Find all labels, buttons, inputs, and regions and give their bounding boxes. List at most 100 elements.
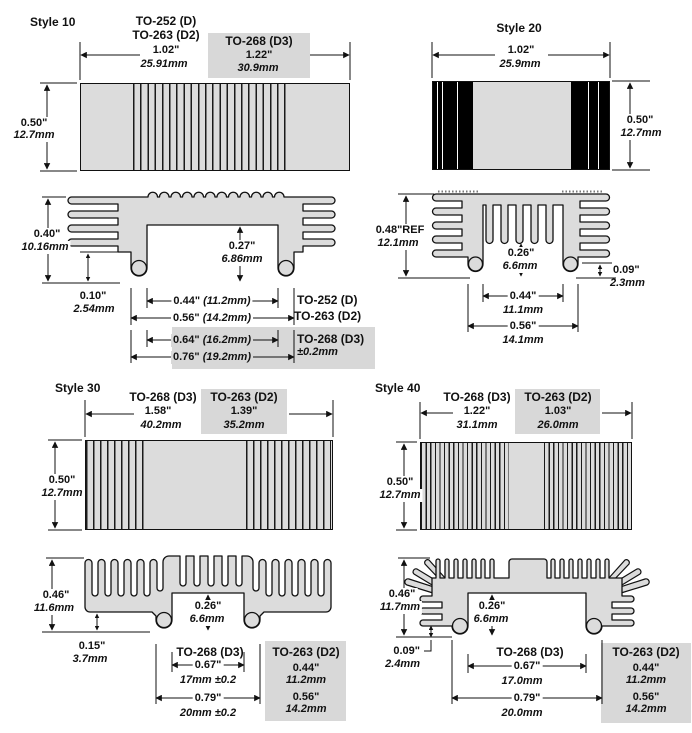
style10-width-a-mm: 25.91mm (140, 58, 188, 70)
style10-width-b-in: 1.22" (243, 49, 275, 62)
row-mm: (16.2mm) (202, 334, 251, 346)
style10-dim-row3: 0.64" (16.2mm) (171, 334, 253, 347)
style30-fin-stripes-left (86, 441, 144, 529)
mounting-foot (130, 259, 148, 277)
mounting-foot (562, 256, 579, 272)
style30-box-title: TO-263 (D2) (272, 645, 340, 659)
style20-cs-height-in: 0.48"REF (373, 224, 427, 237)
style40-title: Style 40 (375, 381, 421, 395)
style30-pkg-b: TO-263 (D2) (210, 390, 278, 404)
style20-width-mm: 25.9mm (499, 58, 541, 70)
style30-width-b-in: 1.39" (228, 405, 260, 418)
style30-cs-height-in: 0.46" (40, 589, 72, 602)
row-mm: (14.2mm) (202, 312, 251, 324)
style20-fin-band-right (571, 82, 609, 169)
style30-pkg-row-label: TO-268 (D3) (176, 645, 244, 659)
style10-lbl-to268: TO-268 (D3) (297, 332, 365, 346)
style20-cs-height-mm: 12.1mm (375, 237, 421, 250)
mounting-foot (277, 259, 295, 277)
style10-pkg-b: TO-268 (D3) (225, 34, 293, 48)
style10-dim-row4: 0.76" (19.2mm) (171, 351, 253, 364)
style30-width-b-mm: 35.2mm (223, 419, 265, 431)
style30-box-r1-in: 0.44" (292, 662, 320, 674)
style10-title: Style 10 (30, 15, 76, 29)
style10-cs-height-in: 0.40" (31, 228, 63, 241)
style30-cs-foot-in: 0.15" (78, 640, 106, 652)
corner-blade (619, 578, 650, 594)
style10-cs-height-mm: 10.16mm (19, 241, 71, 254)
style20-dim-row1-in: 0.44" (507, 290, 539, 303)
style20-dim-row2-mm: 14.1mm (502, 334, 544, 346)
style20-cs-inner-mm: 6.6mm (500, 260, 540, 273)
style30-dim-row1-mm: 17mm ±0.2 (179, 674, 237, 686)
style40-width-b-mm: 26.0mm (537, 419, 579, 431)
style40-width-a-mm: 31.1mm (456, 419, 498, 431)
style10-height-mm: 12.7mm (11, 129, 57, 142)
style20-width-in: 1.02" (505, 44, 537, 57)
style20-cs-foot-in: 0.09" (613, 264, 640, 276)
style40-top-view (420, 442, 632, 530)
style30-box-r2-mm: 14.2mm (285, 703, 327, 715)
style40-pkg-a: TO-268 (D3) (443, 390, 511, 404)
style40-pkg-row-label: TO-268 (D3) (496, 645, 564, 659)
mounting-foot (451, 617, 469, 635)
style40-dim-row1-in: 0.67" (511, 660, 543, 673)
style20-drawing (398, 42, 650, 332)
heatsink-cross-section-style10 (67, 191, 336, 277)
mounting-foot (467, 256, 484, 272)
style40-dim-row2-mm: 20.0mm (501, 707, 543, 719)
style30-box-r1-mm: 11.2mm (285, 674, 327, 686)
style20-cs-foot-mm: 2.3mm (610, 277, 645, 289)
style10-pkg-a-line2: TO-263 (D2) (132, 28, 200, 42)
style40-cs-inner-in: 0.26" (476, 600, 508, 613)
style10-dim-row1: 0.44" (11.2mm) (171, 295, 253, 308)
style20-cs-inner-in: 0.26" (505, 247, 537, 260)
style40-width-b-in: 1.03" (542, 405, 574, 418)
style10-lbl-tolerance: ±0.2mm (297, 346, 338, 358)
style30-height-in: 0.50" (46, 474, 78, 487)
style40-box-title: TO-263 (D2) (612, 645, 680, 659)
style40-drawing (396, 402, 650, 704)
mounting-foot (585, 617, 603, 635)
style10-cs-inner-mm: 6.86mm (219, 253, 265, 266)
style30-top-view (85, 440, 333, 530)
style30-dim-row1-in: 0.67" (192, 659, 224, 672)
style40-cs-inner-mm: 6.6mm (471, 613, 511, 626)
style40-height-in: 0.50" (384, 476, 416, 489)
style30-fin-stripes-right (246, 441, 331, 529)
style40-fin-stripes-right (544, 443, 630, 529)
style20-top-view (432, 81, 610, 170)
row-inch: 0.44" (173, 295, 201, 307)
style40-cs-height-in: 0.46" (386, 588, 418, 601)
style40-cs-foot-in: 0.09" (393, 645, 420, 657)
style40-box-r2-mm: 14.2mm (625, 703, 667, 715)
style10-fin-stripes (133, 84, 291, 170)
style30-cs-foot-mm: 3.7mm (72, 653, 108, 665)
row-mm: (19.2mm) (202, 351, 251, 363)
style30-box-r2-in: 0.56" (292, 691, 320, 703)
style10-cs-foot-mm: 2.54mm (73, 303, 115, 315)
style10-pkg-a-line1: TO-252 (D) (135, 14, 197, 28)
style10-width-a-in: 1.02" (150, 44, 182, 57)
style40-cs-foot-mm: 2.4mm (385, 658, 420, 670)
style10-top-view (80, 83, 350, 171)
row-inch: 0.76" (173, 351, 200, 363)
style10-lbl-to252: TO-252 (D) (297, 293, 358, 307)
style30-height-mm: 12.7mm (39, 487, 85, 500)
style30-cs-inner-mm: 6.6mm (187, 613, 227, 626)
style40-box-r1-mm: 11.2mm (625, 674, 667, 686)
style40-to263-box (601, 643, 691, 723)
style20-fin-band-left (433, 82, 473, 169)
style20-title: Style 20 (496, 21, 542, 35)
row-mm: (11.2mm) (203, 295, 251, 307)
style30-cs-inner-in: 0.26" (192, 600, 224, 613)
mounting-foot (155, 611, 173, 629)
style20-height-in: 0.50" (624, 114, 656, 127)
style10-cs-inner-in: 0.27" (226, 240, 258, 253)
style40-fin-stripes-left (421, 443, 509, 529)
row-inch: 0.56" (173, 312, 200, 324)
style20-height-mm: 12.7mm (618, 127, 664, 140)
style40-dim-row2-in: 0.79" (511, 692, 543, 705)
